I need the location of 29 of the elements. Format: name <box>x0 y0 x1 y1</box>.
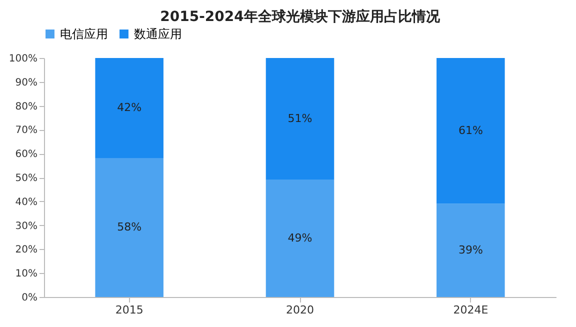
y-tick-label: 90% <box>15 77 38 88</box>
y-tick-label: 100% <box>8 54 38 64</box>
bar <box>436 204 505 297</box>
y-tick-label: 0% <box>22 292 38 304</box>
bar <box>95 58 164 158</box>
x-tick-label: 2024E <box>453 304 488 316</box>
x-tick-label: 2020 <box>286 304 314 316</box>
bar <box>266 180 334 297</box>
data-label: 51% <box>288 112 312 125</box>
y-tick-label: 10% <box>15 268 38 280</box>
data-label: 42% <box>117 101 142 114</box>
chart-title: 2015-2024年全球光模块下游应用占比情况 <box>160 8 441 25</box>
data-label: 58% <box>117 220 142 234</box>
data-label: 49% <box>288 231 312 244</box>
y-tick-label: 70% <box>15 125 38 136</box>
legend-label: 电信应用 <box>60 27 108 41</box>
y-tick-label: 60% <box>15 149 38 160</box>
data-label: 61% <box>458 124 483 137</box>
y-tick-label: 30% <box>15 220 38 232</box>
data-label: 39% <box>458 243 483 256</box>
y-tick-label: 40% <box>15 196 38 208</box>
y-tick-label: 50% <box>15 173 38 184</box>
bar <box>436 58 505 204</box>
bar <box>95 158 164 297</box>
legend-label: 数通应用 <box>134 27 182 41</box>
y-tick-label: 20% <box>15 244 38 256</box>
bar <box>266 58 334 180</box>
x-tick-label: 2015 <box>115 304 144 316</box>
y-tick-label: 80% <box>15 101 38 112</box>
